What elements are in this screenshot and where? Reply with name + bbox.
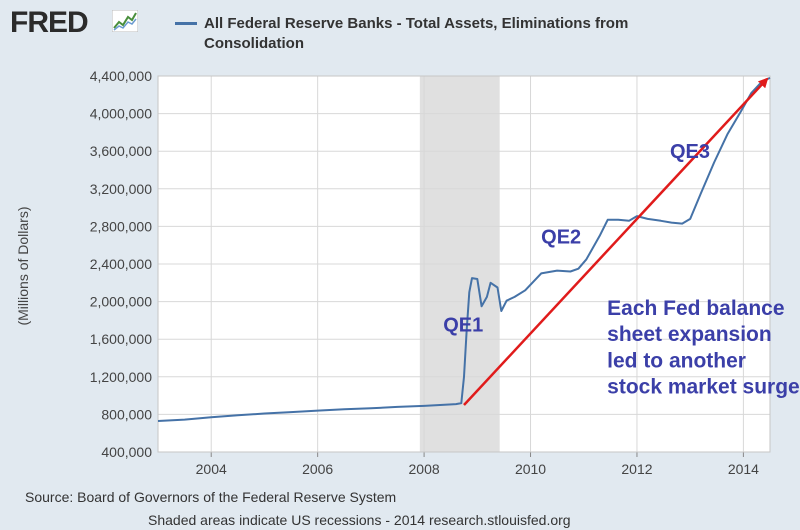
- y-tick-label: 1,200,000: [90, 369, 152, 385]
- annotation-label: QE2: [541, 226, 581, 248]
- y-tick-label: 3,200,000: [90, 181, 152, 197]
- annotation-label: led to another: [607, 349, 746, 372]
- y-tick-label: 400,000: [101, 444, 152, 460]
- y-tick-label: 1,600,000: [90, 331, 152, 347]
- annotation-label: Each Fed balance: [607, 297, 784, 320]
- y-tick-label: 2,000,000: [90, 294, 152, 310]
- y-tick-label: 3,600,000: [90, 143, 152, 159]
- trend-arrow: [463, 77, 769, 406]
- x-tick-label: 2006: [302, 461, 333, 477]
- y-tick-label: 2,800,000: [90, 218, 152, 234]
- fred-logo: FRED: [10, 6, 89, 39]
- y-tick-label: 4,400,000: [90, 68, 152, 84]
- recession-note: Shaded areas indicate US recessions - 20…: [148, 512, 571, 528]
- y-tick-label: 4,000,000: [90, 106, 152, 122]
- fred-logo-graph-icon: [112, 10, 138, 32]
- x-tick-label: 2008: [409, 461, 440, 477]
- legend-series-label: All Federal Reserve Banks - Total Assets…: [204, 15, 629, 52]
- annotation-label: stock market surge: [607, 376, 800, 399]
- plot-border: [157, 75, 771, 453]
- x-tick-label: 2010: [515, 461, 546, 477]
- x-tick-label: 2012: [621, 461, 652, 477]
- y-tick-label: 2,400,000: [90, 256, 152, 272]
- y-tick-label: 800,000: [101, 406, 152, 422]
- annotation-label: QE1: [443, 315, 483, 337]
- source-note: Source: Board of Governors of the Federa…: [25, 489, 397, 505]
- x-tick-label: 2004: [196, 461, 227, 477]
- series-line: [157, 76, 771, 422]
- x-tick-label: 2014: [728, 461, 759, 477]
- annotation-label: sheet expansion: [607, 323, 772, 346]
- annotation-label: QE3: [670, 141, 710, 163]
- legend-series-swatch: [175, 22, 197, 25]
